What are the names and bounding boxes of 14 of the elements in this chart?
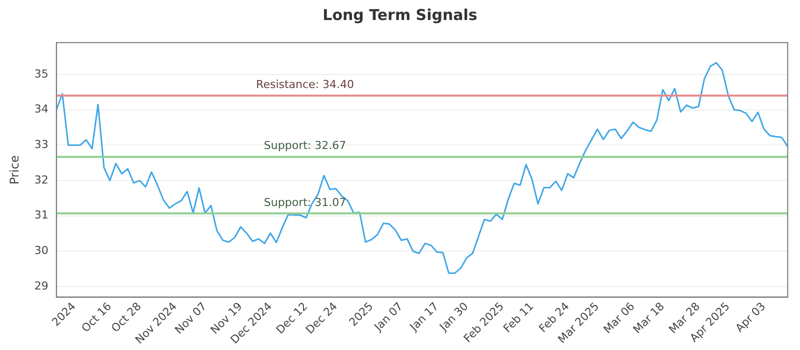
y-axis-title: Price: [7, 155, 22, 185]
y-tick-label: 35: [34, 67, 48, 80]
y-tick-label: 29: [34, 279, 48, 292]
ref-line-label: Resistance: 34.40: [256, 78, 354, 92]
y-tick-label: 30: [34, 244, 48, 258]
y-tick-label: 32: [34, 173, 48, 186]
x-tick-label: Jan 07: [371, 300, 406, 334]
ref-line-label: Support: 31.07: [264, 196, 346, 209]
chart-title: Long Term Signals: [322, 6, 478, 24]
y-tick-label: 34: [34, 102, 48, 116]
ref-line-label: Support: 32.67: [264, 139, 346, 152]
y-tick-label: 31: [34, 208, 48, 222]
x-tick-label: Apr 03: [733, 300, 768, 335]
y-tick-label: 33: [34, 138, 48, 152]
